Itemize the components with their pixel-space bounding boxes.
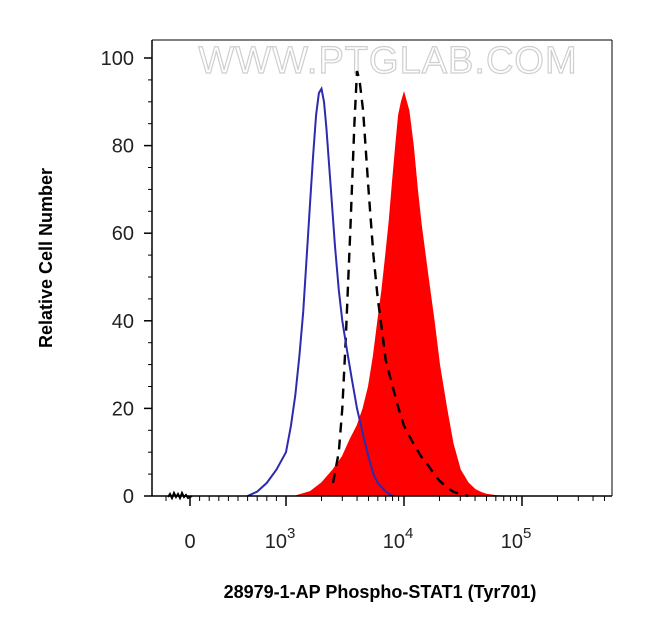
y-tick-label: 20 [112,398,134,420]
y-axis-title: Relative Cell Number [36,168,56,348]
series-2-line [247,85,394,497]
y-tick-label: 60 [112,223,134,245]
y-tick-label: 100 [101,48,134,70]
x-tick-label: 103 [265,525,296,553]
y-axis: 0 20 40 60 80 100 [101,48,152,508]
x-tick-exponent: 3 [287,525,295,542]
series-1-line [331,70,469,498]
watermark-text: WWW.PTGLAB.COM [198,40,577,82]
series-layer [247,70,504,498]
x-axis: 0 103 104 105 [165,496,605,553]
x-tick-label: 104 [383,525,414,553]
series-0-area [295,91,504,497]
x-tick-label: 0 [184,531,195,553]
x-tick-label: 105 [501,525,532,553]
x-tick-exponent: 5 [523,525,531,542]
y-tick-label: 40 [112,311,134,333]
x-tick-exponent: 4 [405,525,413,542]
x-axis-title: 28979-1-AP Phospho-STAT1 (Tyr701) [224,582,537,602]
y-tick-label: 0 [123,486,134,508]
y-tick-label: 80 [112,136,134,158]
